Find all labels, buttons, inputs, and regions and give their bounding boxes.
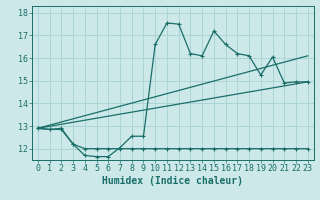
X-axis label: Humidex (Indice chaleur): Humidex (Indice chaleur)	[102, 176, 243, 186]
